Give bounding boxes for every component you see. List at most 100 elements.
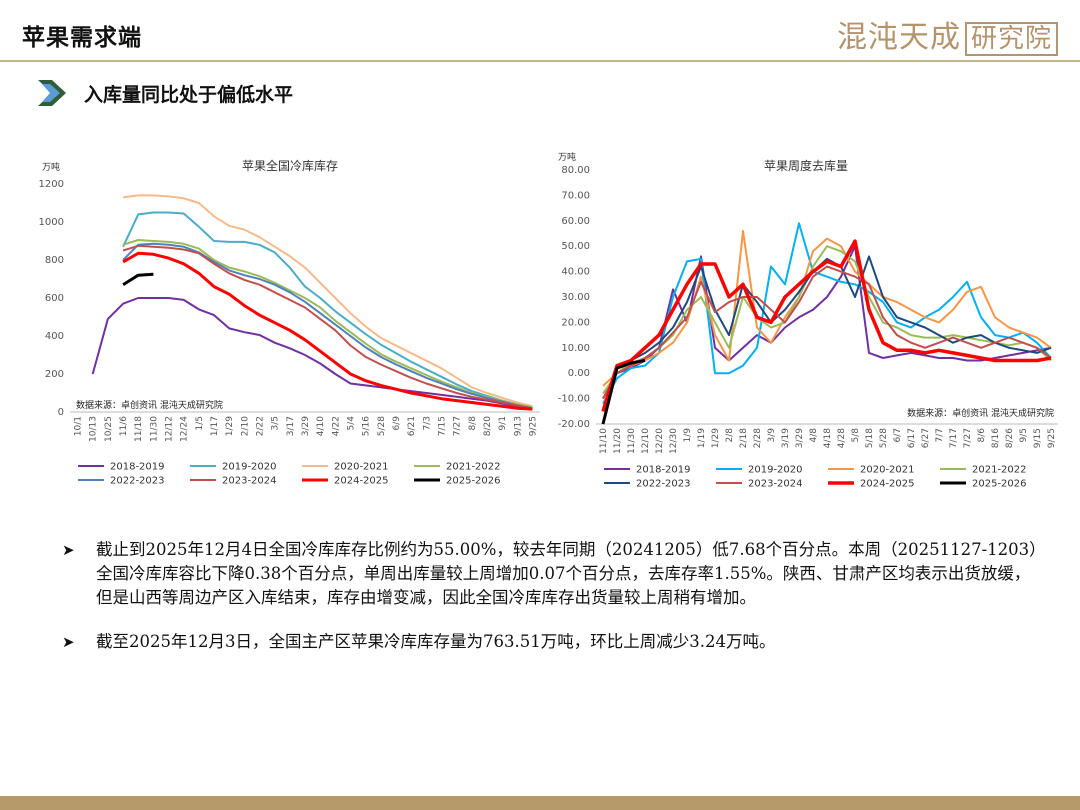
x-tick-label: 9/5 <box>1019 428 1029 442</box>
series-line-2021-2022 <box>122 239 533 409</box>
x-tick-label: 2/22 <box>256 416 266 436</box>
x-tick-label: 5/16 <box>362 416 372 436</box>
arrow-bullet-icon: ➤ <box>62 633 75 651</box>
x-tick-label: 1/17 <box>210 416 220 436</box>
x-tick-label: 9/1 <box>498 416 508 430</box>
x-tick-label: 11/10 <box>599 428 609 454</box>
x-tick-label: 3/19 <box>781 428 791 448</box>
bullet-item: ➤ 截至2025年12月3日，全国主产区苹果冷库库存量为763.51万吨，环比上… <box>62 630 1042 654</box>
x-tick-label: 3/5 <box>271 416 281 430</box>
chart-title: 苹果全国冷库库存 <box>242 158 338 173</box>
series-line-2023-2024 <box>122 244 533 410</box>
x-tick-label: 3/29 <box>795 428 805 448</box>
y-tick-label: 30.00 <box>561 292 590 303</box>
x-tick-label: 4/22 <box>331 416 341 436</box>
x-tick-label: 7/27 <box>963 428 973 448</box>
x-tick-label: 12/12 <box>165 416 175 442</box>
legend-label: 2024-2025 <box>860 479 915 490</box>
x-tick-label: 12/24 <box>180 416 190 442</box>
page-title: 苹果需求端 <box>22 24 142 51</box>
series-line-2023-2024 <box>602 265 1052 400</box>
legend-label: 2020-2021 <box>860 465 915 476</box>
x-tick-label: 5/8 <box>851 428 861 443</box>
x-tick-label: 7/27 <box>453 416 463 436</box>
series-line-2024-2025 <box>122 251 533 411</box>
footer-bar <box>0 796 1080 810</box>
legend-label: 2023-2024 <box>748 479 803 490</box>
x-tick-label: 11/6 <box>119 416 129 436</box>
x-tick-label: 4/10 <box>316 416 326 436</box>
legend-label: 2023-2024 <box>222 476 277 487</box>
x-tick-label: 9/13 <box>513 416 523 436</box>
y-tick-label: 400 <box>45 331 64 342</box>
x-tick-label: 11/30 <box>149 416 159 442</box>
series-line-2022-2023 <box>122 242 533 410</box>
y-axis-unit: 万吨 <box>42 161 60 173</box>
x-tick-label: 11/18 <box>134 416 144 442</box>
x-tick-label: 6/27 <box>921 428 931 448</box>
y-tick-label: 70.00 <box>561 190 590 201</box>
legend-label: 2025-2026 <box>972 479 1027 490</box>
source-note: 数据来源：卓创资讯 混沌天成研究院 <box>76 399 223 411</box>
x-tick-label: 1/19 <box>697 428 707 448</box>
section-subtitle: 入库量同比处于偏低水平 <box>36 78 293 108</box>
y-tick-label: 0.00 <box>568 368 590 379</box>
series-line-2019-2020 <box>122 211 533 409</box>
series-line-2024-2025 <box>601 239 1052 412</box>
y-tick-label: 1000 <box>39 217 64 228</box>
x-tick-label: 1/29 <box>711 428 721 448</box>
chevron-right-icon <box>38 80 66 106</box>
y-tick-label: -20.00 <box>558 419 590 430</box>
y-tick-label: 200 <box>45 369 64 380</box>
legend-label: 2022-2023 <box>636 479 691 490</box>
x-tick-label: 11/30 <box>627 428 637 454</box>
x-tick-label: 11/20 <box>613 428 623 454</box>
x-tick-label: 10/1 <box>74 416 84 436</box>
inventory-chart: 苹果全国冷库库存 万吨 0 200 400 600 800 1000 1200 10/1 10/13… <box>39 158 540 487</box>
x-tick-label: 10/25 <box>104 416 114 442</box>
y-tick-label: 600 <box>45 293 64 304</box>
x-tick-label: 6/17 <box>907 428 917 448</box>
x-tick-label: 12/30 <box>669 428 679 454</box>
x-tick-label: 8/6 <box>977 428 987 443</box>
y-tick-label: 40.00 <box>561 267 590 278</box>
x-tick-label: 5/28 <box>377 416 387 436</box>
series-line-2019-2020 <box>602 222 1052 405</box>
legend-label: 2022-2023 <box>110 476 165 487</box>
y-tick-label: -10.00 <box>558 394 590 405</box>
x-tick-label: 12/20 <box>655 428 665 454</box>
legend-label: 2019-2020 <box>748 465 803 476</box>
series-line-2020-2021 <box>122 194 533 408</box>
y-tick-label: 80.00 <box>561 165 590 176</box>
legend-label: 2018-2019 <box>636 465 691 476</box>
x-tick-label: 1/5 <box>195 416 205 430</box>
x-tick-label: 4/8 <box>809 428 819 443</box>
x-tick-label: 7/15 <box>437 416 447 436</box>
x-tick-label: 9/15 <box>1033 428 1043 448</box>
x-tick-label: 1/9 <box>683 428 693 443</box>
x-tick-label: 12/10 <box>641 428 651 454</box>
x-tick-label: 1/29 <box>225 416 235 436</box>
legend-label: 2024-2025 <box>334 476 389 487</box>
x-tick-label: 6/7 <box>893 428 903 442</box>
weekly-destock-chart: 苹果周度去库量 万吨 -20.00 -10.00 0.00 10.00 20.00 30.00… <box>558 151 1058 490</box>
x-tick-label: 4/28 <box>837 428 847 448</box>
chart-title: 苹果周度去库量 <box>764 158 848 173</box>
arrow-bullet-icon: ➤ <box>62 541 75 559</box>
bullet-item: ➤ 截止到2025年12月4日全国冷库库存比例约为55.00%，较去年同期（20… <box>62 538 1042 610</box>
x-tick-label: 2/18 <box>739 428 749 448</box>
legend-label: 2021-2022 <box>446 462 501 473</box>
x-tick-label: 3/17 <box>286 416 296 436</box>
series-line-2018-2019 <box>91 297 533 410</box>
legend-label: 2020-2021 <box>334 462 389 473</box>
x-tick-label: 10/13 <box>89 416 99 442</box>
x-tick-label: 8/8 <box>468 416 478 431</box>
x-tick-label: 6/21 <box>407 416 417 436</box>
x-tick-label: 2/10 <box>240 416 250 436</box>
x-tick-label: 3/9 <box>767 428 777 443</box>
source-note: 数据来源：卓创资讯 混沌天成研究院 <box>907 407 1054 419</box>
y-tick-label: 1200 <box>39 179 64 190</box>
x-tick-label: 8/26 <box>1005 428 1015 448</box>
x-tick-label: 3/29 <box>301 416 311 436</box>
logo-main-text: 混沌天成 <box>836 20 961 55</box>
